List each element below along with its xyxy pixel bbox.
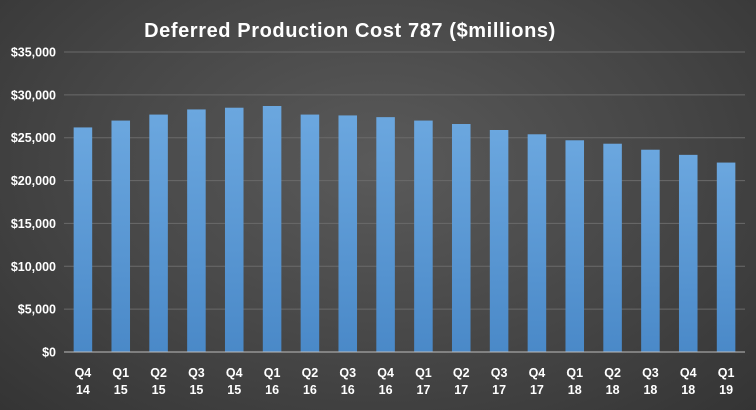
x-tick-label: Q2 (453, 366, 470, 380)
y-tick-label: $25,000 (11, 131, 56, 145)
bar (716, 162, 736, 352)
y-tick-label: $10,000 (11, 260, 56, 274)
x-tick-label: 14 (76, 383, 90, 397)
x-tick-label: 16 (265, 383, 279, 397)
x-tick-label: 16 (379, 383, 393, 397)
y-tick-label: $0 (42, 346, 56, 360)
x-tick-label: 17 (454, 383, 468, 397)
x-tick-label: Q2 (150, 366, 167, 380)
x-tick-label: Q3 (339, 366, 356, 380)
bar (603, 143, 622, 352)
bar (527, 134, 547, 352)
x-tick-label: Q1 (415, 366, 432, 380)
x-tick-label: 18 (643, 383, 657, 397)
y-tick-label: $5,000 (18, 303, 56, 317)
bar (300, 114, 320, 352)
x-tick-label: 17 (492, 383, 506, 397)
x-tick-label: 17 (416, 383, 430, 397)
x-tick-label: Q1 (718, 366, 735, 380)
x-tick-label: 15 (189, 383, 203, 397)
x-tick-label: 19 (719, 383, 733, 397)
x-axis-ticks: Q4 14 Q1 15 Q2 15 Q3 15 Q4 15 Q1 16 Q2 16 Q3 16 Q4 16 Q1 17… (75, 366, 735, 397)
bar (489, 130, 509, 352)
x-tick-label: 15 (227, 383, 241, 397)
x-tick-label: Q4 (75, 366, 92, 380)
bar (111, 120, 131, 352)
x-tick-label: Q1 (264, 366, 281, 380)
x-tick-label: 15 (114, 383, 128, 397)
x-tick-label: 16 (303, 383, 317, 397)
bar (73, 127, 93, 352)
y-tick-label: $30,000 (11, 88, 56, 102)
y-axis-ticks: $0 $5,000 $10,000 $15,000 $20,000 $25,000 $30,… (11, 46, 56, 360)
y-tick-label: $20,000 (11, 174, 56, 188)
bar (451, 124, 471, 352)
chart-title: Deferred Production Cost 787 ($millions) (144, 20, 556, 42)
x-tick-label: 16 (341, 383, 355, 397)
x-tick-label: Q4 (529, 366, 546, 380)
x-tick-label: 18 (681, 383, 695, 397)
y-tick-label: $35,000 (11, 46, 56, 60)
bar (149, 114, 168, 352)
x-tick-label: 17 (530, 383, 544, 397)
bar (414, 120, 433, 352)
bar (678, 154, 698, 352)
x-tick-label: Q4 (680, 366, 697, 380)
bar (641, 149, 660, 352)
x-tick-label: Q1 (112, 366, 129, 380)
x-tick-label: Q2 (604, 366, 621, 380)
bar (187, 109, 206, 352)
x-tick-label: Q4 (226, 366, 243, 380)
x-tick-label: Q4 (377, 366, 394, 380)
bar (376, 117, 395, 353)
x-tick-label: Q3 (642, 366, 659, 380)
x-tick-label: 15 (152, 383, 166, 397)
x-tick-label: 18 (568, 383, 582, 397)
x-tick-label: Q3 (491, 366, 508, 380)
x-tick-label: Q3 (188, 366, 205, 380)
x-tick-label: Q2 (302, 366, 319, 380)
bar (565, 140, 585, 352)
x-tick-label: Q1 (566, 366, 583, 380)
gridlines (64, 51, 745, 310)
y-tick-label: $15,000 (11, 217, 56, 231)
bar (224, 107, 244, 352)
bar (338, 115, 358, 352)
bars (73, 106, 736, 353)
bar (262, 106, 282, 352)
x-tick-label: 18 (606, 383, 620, 397)
